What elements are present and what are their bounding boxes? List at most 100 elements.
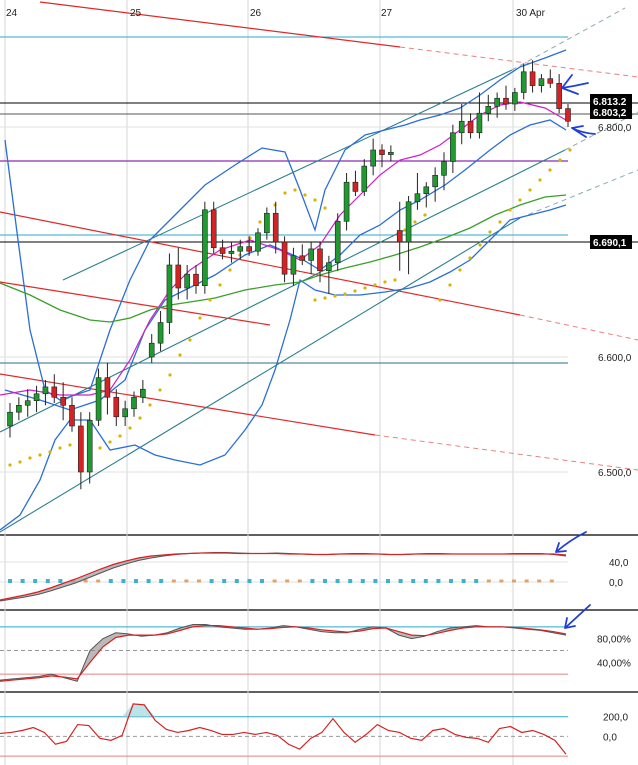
sar-dot	[488, 230, 492, 234]
osc1-histogram-bar	[310, 579, 315, 583]
osc1-histogram-bar	[323, 579, 327, 583]
sar-dot	[138, 416, 142, 420]
sar-dot	[8, 463, 12, 467]
osc3-line	[0, 703, 567, 755]
osc1-line-b	[0, 552, 567, 601]
candle-body	[405, 201, 412, 243]
price-label: 6.690,1	[593, 238, 627, 249]
osc1-histogram-bar	[549, 579, 554, 583]
candle-body	[16, 404, 22, 413]
osc1-tick-label: 40,0	[609, 558, 629, 569]
osc1-histogram-bar	[260, 579, 264, 583]
candle-body	[131, 396, 137, 410]
candle-body	[299, 255, 306, 261]
price-label-box	[590, 94, 632, 108]
red-trendline	[0, 281, 271, 326]
candle-body	[51, 386, 58, 398]
osc1-histogram-bar	[360, 579, 365, 583]
price-label: 6.803,2	[593, 108, 627, 119]
sar-dot	[118, 434, 122, 438]
sar-dot	[313, 198, 317, 202]
candle-body	[219, 247, 226, 254]
annotation-arrow	[564, 604, 591, 629]
sar-dot	[333, 294, 337, 298]
osc1-histogram-bar	[45, 579, 50, 583]
candle-body	[503, 97, 509, 105]
osc1-histogram-bar	[512, 579, 516, 583]
sar-dot	[48, 450, 52, 454]
sar-dot	[158, 388, 162, 392]
sar-dot	[148, 403, 152, 407]
channel-middle-extension	[564, 111, 638, 151]
candle-body	[24, 400, 31, 406]
osc1-histogram-bar	[411, 579, 416, 583]
candle-body	[458, 120, 465, 134]
osc1-histogram-bar	[134, 579, 138, 583]
sar-dot	[518, 198, 522, 202]
sar-dot	[313, 298, 317, 302]
osc2-line-b	[0, 625, 567, 682]
candle-body	[388, 152, 394, 155]
sar-dot	[558, 158, 562, 162]
sar-dot	[383, 280, 387, 284]
osc1-histogram-bar	[373, 579, 378, 583]
sar-dot	[323, 206, 327, 210]
sar-dot	[343, 292, 347, 296]
sar-dot	[458, 268, 462, 272]
candle-body	[432, 175, 438, 188]
osc1-histogram-bar	[83, 579, 88, 583]
sar-dot	[208, 298, 212, 302]
channel-upper	[62, 69, 513, 281]
osc1-histogram-bar	[474, 579, 479, 583]
osc1-histogram-bar	[209, 579, 214, 583]
sar-dot	[128, 426, 132, 430]
sar-dot	[538, 178, 542, 182]
candle-body	[140, 388, 146, 398]
candle-body	[290, 255, 297, 275]
candle-body	[370, 149, 376, 167]
candle-body	[122, 408, 128, 418]
candle-body	[556, 83, 562, 109]
candle-body	[202, 209, 208, 287]
sar-dot	[438, 298, 442, 302]
candle-body	[512, 92, 518, 105]
candle-body	[7, 411, 13, 427]
osc1-histogram-bar	[335, 579, 340, 583]
candle-body	[237, 246, 244, 252]
channel-lower	[0, 217, 521, 533]
candle-body	[520, 71, 527, 93]
sar-dot	[423, 213, 427, 217]
candle-body	[42, 386, 49, 395]
osc1-histogram-bar	[58, 579, 63, 583]
annotation-arrow	[571, 125, 596, 138]
sar-dot	[528, 188, 532, 192]
osc2-tick-label: 40,00%	[597, 658, 631, 669]
candle-body	[565, 108, 571, 122]
candle-body	[210, 209, 217, 249]
osc1-histogram-bar	[423, 579, 428, 583]
candle-body	[414, 193, 421, 203]
sar-dot	[108, 440, 112, 444]
osc1-histogram-bar	[96, 579, 101, 583]
annotation-arrow	[561, 74, 589, 95]
sar-dot	[393, 278, 397, 282]
red-trendline	[0, 373, 376, 436]
sar-dot	[498, 220, 502, 224]
candle-body	[538, 78, 545, 86]
sar-dot	[363, 286, 367, 290]
candle-body	[343, 181, 350, 222]
osc1-histogram-bar	[159, 579, 164, 583]
osc1-histogram-bar	[20, 579, 25, 583]
price-label: 6.813,2	[593, 97, 627, 108]
sar-dot	[353, 289, 357, 293]
osc1-histogram-bar	[436, 579, 441, 583]
osc1-histogram-bar	[121, 579, 126, 583]
sar-dot	[448, 283, 452, 287]
osc1-histogram-bar	[184, 579, 189, 583]
osc2-tick-label: 80,00%	[597, 635, 631, 646]
candle-body	[529, 71, 536, 86]
candle-body	[272, 212, 279, 243]
sar-dot	[413, 220, 417, 224]
candle-body	[396, 230, 403, 243]
